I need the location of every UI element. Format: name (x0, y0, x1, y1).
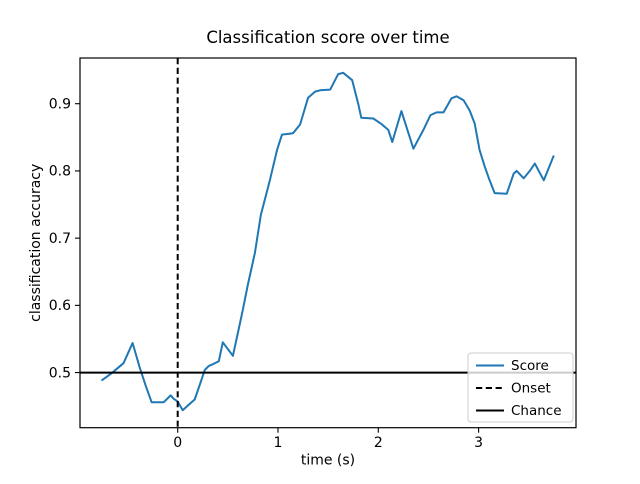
chart-title: Classification score over time (206, 28, 449, 47)
axes-frame (79, 57, 577, 429)
legend-entry-onset: Onset (476, 381, 551, 397)
score-line (100, 71, 555, 412)
x-tick-label: 1 (274, 435, 283, 451)
legend-entry-score: Score (476, 358, 549, 374)
legend-entry-chance: Chance (476, 403, 562, 419)
y-tick-label: 0.9 (49, 97, 71, 113)
legend-label-chance: Chance (511, 403, 562, 419)
y-axis: 0.5 0.6 0.7 0.8 0.9 (49, 97, 80, 381)
legend: Score Onset Chance (467, 352, 574, 423)
legend-label-onset: Onset (511, 381, 551, 397)
x-tick-label: 0 (173, 435, 182, 451)
x-axis: 0 1 2 3 (173, 427, 483, 451)
y-tick-label: 0.7 (49, 231, 71, 247)
x-tick-label: 2 (374, 435, 383, 451)
legend-box (467, 352, 574, 423)
y-tick-label: 0.8 (49, 164, 71, 180)
y-tick-label: 0.5 (49, 365, 71, 381)
y-axis-label: classification accuracy (28, 164, 44, 322)
x-axis-label: time (s) (301, 453, 355, 469)
legend-label-score: Score (511, 358, 549, 374)
x-tick-label: 3 (474, 435, 483, 451)
y-tick-label: 0.6 (49, 298, 71, 314)
